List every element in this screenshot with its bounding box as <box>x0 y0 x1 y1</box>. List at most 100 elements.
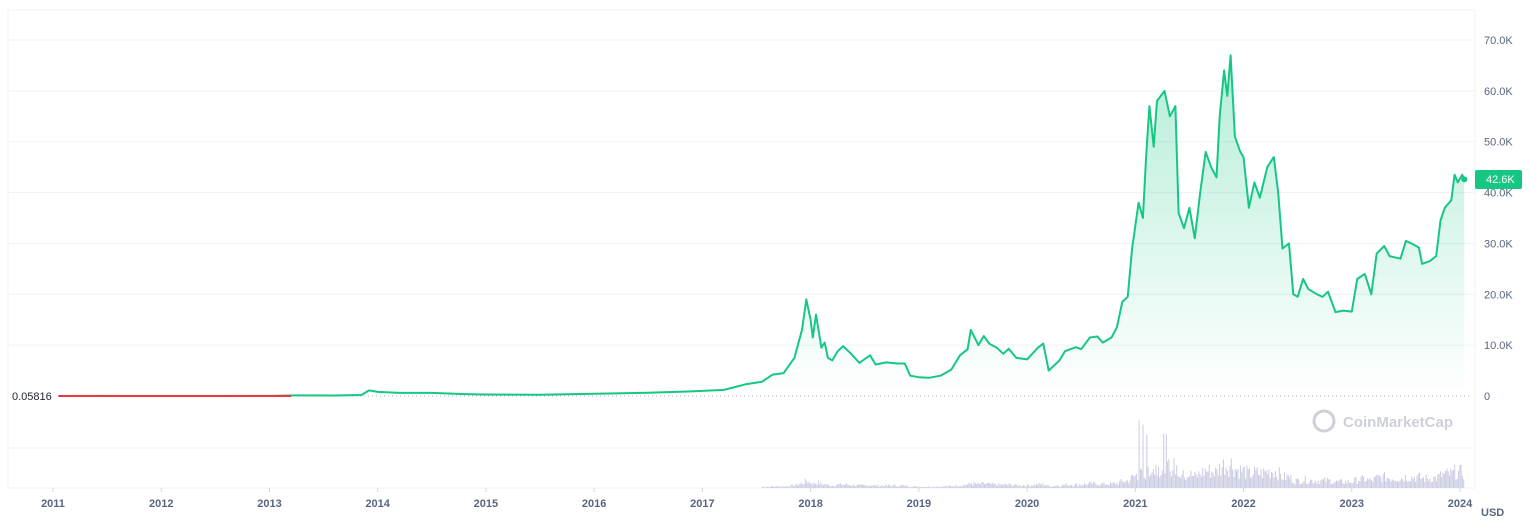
volume-bar <box>1012 485 1014 488</box>
volume-bar <box>1441 477 1443 488</box>
volume-bar <box>933 486 935 488</box>
volume-bar <box>1248 468 1250 488</box>
volume-bar <box>898 486 900 488</box>
volume-bar <box>793 486 795 488</box>
volume-bar <box>1217 475 1219 488</box>
volume-bar <box>1165 434 1167 488</box>
volume-bar <box>1433 476 1435 488</box>
volume-bar <box>1020 486 1022 488</box>
volume-bar <box>1169 471 1171 488</box>
volume-bar <box>1167 461 1169 488</box>
volume-bar <box>1420 478 1422 488</box>
x-tick-label: 2013 <box>257 498 281 510</box>
volume-bar <box>874 485 876 488</box>
volume-bar <box>841 485 843 488</box>
volume-bar <box>1180 478 1182 488</box>
volume-bar <box>1326 477 1328 488</box>
y-tick-label: 20.0K <box>1484 289 1513 301</box>
volume-bar <box>798 484 800 488</box>
volume-bar <box>845 484 846 488</box>
volume-bar <box>952 486 954 488</box>
volume-bar <box>1374 476 1376 488</box>
volume-bar <box>854 486 856 488</box>
volume-bar <box>1015 483 1017 488</box>
volume-bar <box>1450 468 1452 488</box>
volume-bar <box>1024 485 1026 488</box>
volume-bar <box>1243 466 1245 488</box>
volume-bar <box>1139 468 1141 488</box>
volume-bar <box>1059 486 1061 488</box>
volume-bar <box>1313 482 1315 488</box>
volume-bar <box>929 487 931 488</box>
volume-bar <box>981 482 983 488</box>
volume-bar <box>1312 483 1314 488</box>
x-tick-label: 2011 <box>41 498 65 510</box>
volume-bar <box>1330 484 1332 488</box>
volume-bar <box>1159 477 1161 488</box>
volume-bar <box>1128 483 1130 488</box>
volume-bar <box>824 483 826 488</box>
volume-bar <box>1233 477 1235 488</box>
volume-bar <box>863 484 865 488</box>
y-tick-label: 70.0K <box>1484 35 1513 47</box>
volume-bar <box>1125 480 1127 488</box>
volume-bar <box>965 485 967 488</box>
volume-bar <box>942 486 944 488</box>
volume-bar <box>835 485 837 488</box>
volume-bar <box>1425 474 1427 488</box>
volume-bar <box>838 484 840 488</box>
volume-bar <box>1043 485 1045 488</box>
volume-bar <box>968 482 970 488</box>
volume-bar <box>817 480 819 488</box>
volume-bar <box>1199 474 1201 488</box>
volume-bar <box>902 485 904 488</box>
volume-bar <box>1137 480 1139 488</box>
volume-bar <box>767 486 769 488</box>
volume-bar <box>1032 485 1034 488</box>
volume-bar <box>1251 476 1253 488</box>
volume-bar <box>1236 470 1237 488</box>
volume-bar <box>1208 464 1210 488</box>
volume-bar <box>934 487 936 488</box>
volume-bar <box>1247 469 1249 488</box>
volume-bar <box>982 482 984 488</box>
volume-bar <box>811 484 813 488</box>
volume-bar <box>761 487 763 488</box>
volume-bar <box>1219 464 1221 488</box>
volume-bar <box>1406 480 1408 488</box>
volume-bar <box>773 486 775 488</box>
volume-bar <box>1007 484 1009 488</box>
volume-bar <box>1356 483 1358 488</box>
volume-bar <box>797 485 798 488</box>
volume-bar <box>1073 485 1075 488</box>
volume-bar <box>804 478 806 488</box>
volume-bar <box>1094 482 1096 488</box>
volume-bar <box>890 485 892 488</box>
grid-lines <box>8 39 1475 449</box>
volume-bar <box>1184 477 1185 488</box>
volume-bar <box>925 487 927 488</box>
currency-label: USD <box>1481 507 1504 519</box>
volume-bar <box>1449 475 1450 488</box>
volume-bar <box>856 484 858 488</box>
volume-bar <box>960 485 962 488</box>
volume-bar <box>1017 486 1019 488</box>
volume-bar <box>1061 484 1063 488</box>
y-tick-label: 10.0K <box>1484 340 1513 352</box>
volume-bar <box>1204 468 1206 488</box>
price-line[interactable] <box>58 54 1466 397</box>
volume-bar <box>1011 486 1013 488</box>
volume-bar <box>881 485 883 488</box>
y-tick-label: 50.0K <box>1484 137 1513 149</box>
volume-bar <box>1089 482 1091 488</box>
volume-bar <box>789 486 791 488</box>
volume-bar <box>1081 485 1083 488</box>
volume-bar <box>1267 474 1269 488</box>
volume-bar <box>1230 458 1232 488</box>
volume-bar <box>899 485 901 488</box>
volume-bar <box>999 484 1001 488</box>
volume-bar <box>1071 485 1072 488</box>
volume-bar <box>855 485 857 488</box>
volume-bar <box>1074 483 1076 488</box>
